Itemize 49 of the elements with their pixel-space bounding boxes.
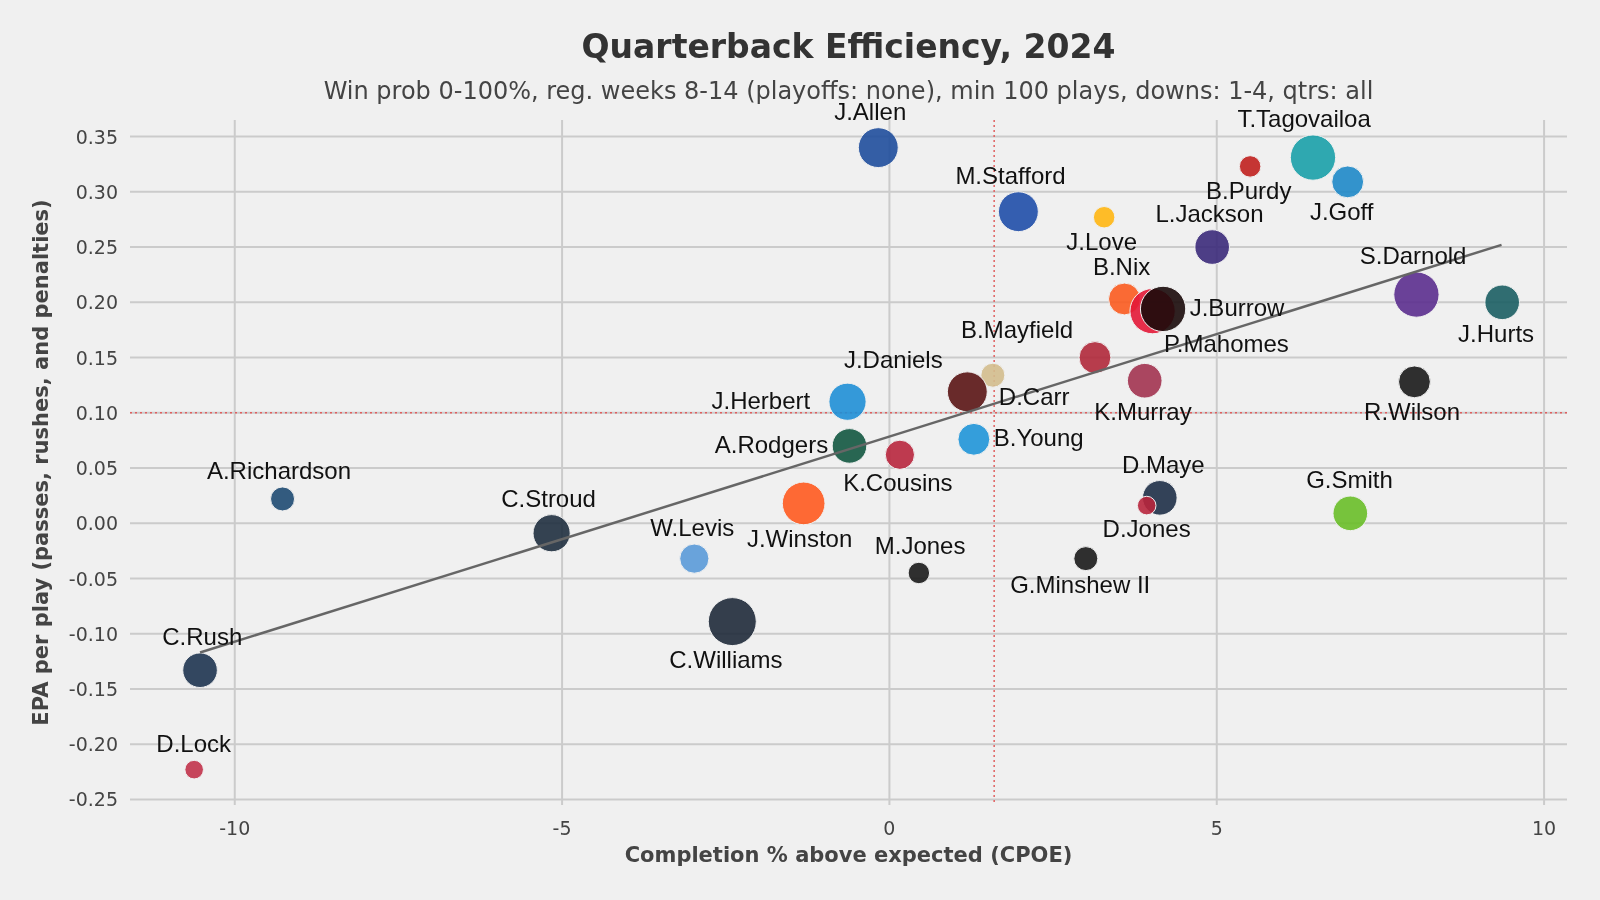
x-tick-label: -5 [552, 817, 572, 839]
y-tick-label: -0.25 [68, 788, 118, 811]
y-axis-title: EPA per play (passes, rushes, and penalties) [29, 199, 53, 726]
y-tick-label: -0.10 [68, 622, 118, 645]
annotation: C.Williams [669, 645, 783, 673]
annotation: J.Winston [746, 524, 853, 552]
annotation: G.Minshew II [1010, 570, 1151, 598]
x-tick-label: -10 [219, 817, 251, 839]
annotation: D.Maye [1122, 450, 1205, 478]
annotation: J.Hurts [1458, 319, 1535, 347]
annotation: J.Goff [1309, 197, 1374, 225]
annotation: J.Love [1066, 227, 1138, 255]
x-axis-title: Completion % above expected (CPOE) [624, 843, 1073, 867]
annotation: M.Jones [874, 532, 966, 560]
y-tick-label: 0.20 [75, 291, 118, 314]
annotation: W.Levis [650, 514, 735, 542]
annotation: C.Rush [162, 622, 243, 650]
y-tick-label: 0.00 [75, 512, 118, 535]
annotation: C.Stroud [501, 484, 596, 512]
x-tick-label: 5 [1210, 817, 1223, 839]
y-tick-label: 0.15 [75, 346, 118, 369]
annotation: M.Stafford [955, 161, 1066, 189]
annotation: A.Rodgers [714, 430, 829, 458]
y-tick-label: -0.05 [68, 567, 118, 590]
annotation: D.Jones [1102, 514, 1191, 542]
y-tick-label: 0.25 [75, 236, 118, 259]
chart-title: Quarterback Efficiency, 2024 [581, 27, 1116, 66]
annotation: K.Cousins [843, 469, 953, 497]
annotation: S.Darnold [1359, 241, 1467, 269]
y-tick-label: -0.15 [68, 677, 118, 700]
annotation: B.Mayfield [961, 315, 1074, 343]
x-tick-label: 0 [883, 817, 896, 839]
y-tick-label: 0.35 [75, 125, 118, 148]
y-tick-label: 0.10 [75, 401, 118, 424]
annotation: G.Smith [1306, 466, 1393, 494]
annotation: B.Nix [1092, 253, 1151, 281]
y-tick-label: 0.05 [75, 457, 118, 480]
y-tick-label: -0.20 [68, 733, 118, 756]
annotation: A.Richardson [206, 456, 352, 484]
annotation: R.Wilson [1364, 397, 1461, 425]
annotation: K.Murray [1094, 398, 1192, 426]
annotation: J.Burrow [1189, 293, 1286, 321]
annotation: J.Daniels [843, 345, 943, 373]
annotation: B.Young [993, 424, 1084, 452]
annotation: T.Tagovailoa [1237, 104, 1372, 132]
annotation: D.Lock [156, 730, 233, 758]
x-tick-label: 10 [1531, 817, 1557, 839]
y-tick-label: 0.30 [75, 180, 118, 203]
annotation: J.Herbert [711, 386, 811, 414]
